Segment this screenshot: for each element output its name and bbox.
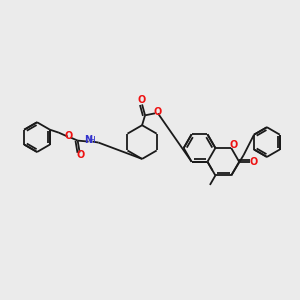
Text: N: N xyxy=(85,135,93,145)
Text: O: O xyxy=(64,130,73,141)
Text: O: O xyxy=(229,140,237,150)
Text: O: O xyxy=(250,157,258,167)
Text: O: O xyxy=(138,95,146,106)
Text: O: O xyxy=(76,150,85,161)
Text: O: O xyxy=(154,107,162,117)
Text: H: H xyxy=(88,136,95,145)
